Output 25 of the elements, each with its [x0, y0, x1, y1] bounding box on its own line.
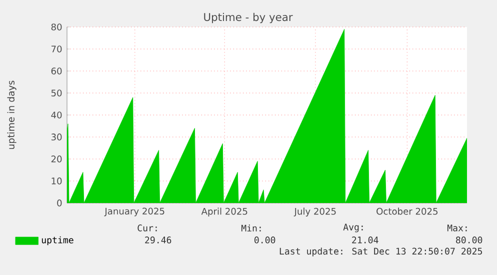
- y-tick-label: 80: [51, 24, 62, 30]
- y-tick-label: 40: [51, 112, 62, 118]
- x-tick-label: October 2025: [376, 208, 438, 215]
- x-tick-label: January 2025: [104, 208, 164, 216]
- y-axis-title: uptime in days: [7, 80, 16, 149]
- y-tick-label: 60: [51, 68, 62, 74]
- x-tick-label: April 2025: [201, 208, 248, 216]
- text: Avg:: [343, 224, 363, 232]
- text: 29.46: [145, 236, 172, 244]
- x-tick-label: July 2025: [294, 208, 336, 216]
- text: Last update: Sat Dec 13 22:50:07 2025: [280, 248, 482, 256]
- text: Cur:: [138, 224, 157, 232]
- y-tick-label: 50: [51, 90, 62, 96]
- y-tick-label: 20: [51, 156, 62, 162]
- text: Min:: [241, 224, 261, 232]
- legend-label: uptime: [42, 236, 74, 246]
- y-tick-label: 10: [52, 178, 62, 184]
- text: Max:: [447, 224, 467, 232]
- text: 80.00: [456, 236, 482, 244]
- y-tick-label: 30: [51, 134, 62, 140]
- text: 0.00: [254, 236, 276, 244]
- text: 21.04: [352, 236, 378, 244]
- y-tick-label: 70: [52, 46, 62, 52]
- chart-title: Uptime - by year: [204, 12, 293, 24]
- y-tick-label: 0: [57, 200, 62, 206]
